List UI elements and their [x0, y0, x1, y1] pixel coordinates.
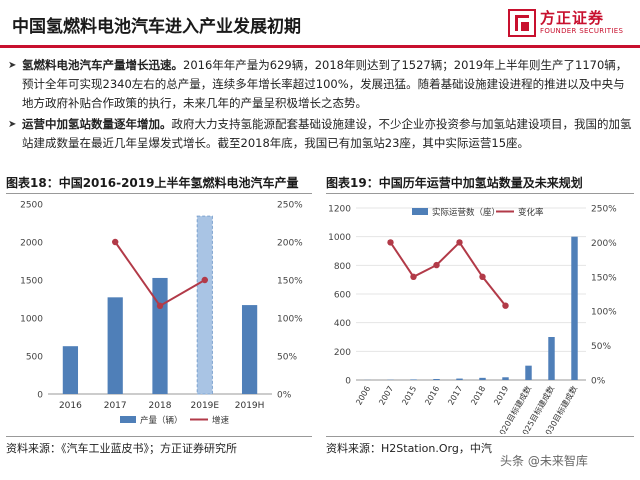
- x-tick-label: 2019H: [235, 401, 265, 411]
- source-18-rule: [6, 436, 312, 437]
- chart-18-label: 图表18：: [6, 176, 59, 190]
- y-tick-label: 1000: [328, 233, 351, 243]
- chart-18-title: 图表18：中国2016-2019上半年氢燃料电池汽车产量: [6, 174, 299, 191]
- line-变化率: [389, 240, 507, 307]
- y-tick-label: 0: [345, 377, 351, 387]
- y-tick-label: 2500: [20, 201, 43, 211]
- bar-2019H: [241, 305, 258, 394]
- founder-logo-icon: [508, 9, 536, 37]
- founder-logo: 方正证券 FOUNDER SECURITIES: [508, 6, 632, 42]
- y-tick-label: 400: [334, 319, 351, 329]
- y2-tick-label: 250%: [591, 205, 617, 215]
- y2-tick-label: 100%: [277, 315, 303, 325]
- y2-tick-label: 200%: [591, 239, 617, 249]
- y2-tick-label: 0%: [277, 391, 292, 401]
- bar-2019E: [196, 215, 213, 395]
- chart-19-title-text: 中国历年运营中加氢站数量及未来规划: [378, 176, 583, 190]
- y-tick-label: 1000: [20, 315, 43, 325]
- legend-swatch-bar: [412, 208, 428, 215]
- y-tick-label: 1500: [20, 277, 43, 287]
- y-tick-label: 2000: [20, 239, 43, 249]
- x-tick-label: 2007: [377, 385, 395, 407]
- page-title: 中国氢燃料电池汽车进入产业发展初期: [12, 17, 301, 37]
- x-tick-label: 2019E: [191, 401, 220, 411]
- chart-19-source: 资料来源：H2Station.Org，中汽: [326, 442, 492, 455]
- bar-2015: [410, 379, 417, 380]
- chart-18-title-rule: [6, 193, 312, 194]
- bullet-arrow-icon: ➤: [8, 60, 17, 71]
- y-tick-label: 800: [334, 262, 351, 272]
- bar-2018: [152, 277, 168, 394]
- header-divider: [0, 45, 640, 48]
- point-2007: [387, 239, 394, 246]
- x-tick-label: 2018: [149, 401, 172, 411]
- source-19-rule: [326, 436, 634, 437]
- point-2018: [156, 302, 164, 310]
- point-2017: [456, 239, 463, 246]
- y-tick-label: 200: [334, 348, 351, 358]
- x-tick-label: 2019: [492, 385, 510, 407]
- y2-tick-label: 250%: [277, 201, 303, 211]
- y-tick-label: 600: [334, 291, 351, 301]
- x-tick-label: 2016: [423, 385, 441, 407]
- bar-2017: [456, 378, 463, 380]
- bar-2025目标建成数: [548, 337, 555, 380]
- header: 中国氢燃料电池汽车进入产业发展初期 方正证券 FOUNDER SECURITIE…: [0, 0, 640, 50]
- logo-english: FOUNDER SECURITIES: [540, 27, 624, 35]
- point-2019: [502, 302, 509, 309]
- point-2015: [410, 273, 417, 280]
- chart-19-hydrogen-stations: 0 200 400 600 800 1000 1200 0% 50% 100% 150% 200% 25…: [328, 205, 617, 435]
- y2-tick-label: 0%: [591, 377, 606, 387]
- y2-tick-label: 50%: [591, 342, 611, 352]
- bar-2020目标建成数: [525, 365, 532, 380]
- y2-tick-label: 150%: [591, 273, 617, 283]
- x-tick-label: 2017: [104, 401, 127, 411]
- chart-19-label: 图表19：: [326, 176, 379, 190]
- bar-2016: [433, 378, 440, 380]
- legend-label: 变化率: [518, 207, 544, 218]
- bullet-lead: 运营中加氢站数量逐年增加。: [22, 117, 172, 131]
- y-tick-label: 500: [26, 353, 43, 363]
- bar-2019: [502, 377, 509, 380]
- bar-2018: [479, 377, 486, 380]
- y-tick-label: 1200: [328, 205, 351, 215]
- point-2018: [479, 273, 486, 280]
- logo-chinese: 方正证券: [540, 9, 605, 27]
- bar-2016: [62, 346, 79, 394]
- point-2017: [112, 238, 119, 246]
- legend-label: 增速: [212, 415, 230, 426]
- y-tick-label: 0: [37, 391, 43, 401]
- bullet-production: ➤ 氢燃料电池汽车产量增长迅速。2016年年产量为629辆，2018年则达到了1…: [4, 56, 632, 113]
- x-tick-label: 2018: [469, 385, 487, 407]
- chart-18-title-text: 中国2016-2019上半年氢燃料电池汽车产量: [58, 176, 299, 190]
- y2-tick-label: 100%: [591, 308, 617, 318]
- watermark: 头条 @未来智库: [500, 452, 588, 469]
- bullet-text: 2016年年产量为629辆，2018年则达到了1527辆；2019年上半年则生产…: [22, 58, 628, 110]
- x-tick-label: 2017: [446, 385, 464, 407]
- point-2016: [433, 261, 440, 269]
- x-tick-label: 2015: [400, 385, 418, 407]
- x-tick-label: 2016: [59, 401, 82, 411]
- y2-tick-label: 200%: [277, 239, 303, 249]
- legend-swatch-bar: [120, 416, 136, 423]
- point-2019E: [201, 276, 208, 284]
- bullet-arrow-icon: ➤: [8, 119, 17, 130]
- x-tick-label: 2006: [354, 385, 372, 407]
- chart-19-title: 图表19：中国历年运营中加氢站数量及未来规划: [326, 174, 583, 191]
- bullet-list: ➤ 氢燃料电池汽车产量增长迅速。2016年年产量为629辆，2018年则达到了1…: [4, 56, 632, 155]
- bullet-text: 政府大力支持氢能源配套基础设施建设，不少企业亦投资参与加氢站建设项目，我国的加氢…: [22, 117, 632, 150]
- chart-18-fcv-production: 0 500 1000 1500 2000 2500 0% 50% 100% 150% 200% 250…: [20, 201, 303, 427]
- bar-2017: [107, 297, 123, 394]
- legend-label: 产量（辆）: [140, 415, 183, 426]
- bullet-lead: 氢燃料电池汽车产量增长迅速。: [22, 58, 183, 72]
- y2-tick-label: 150%: [277, 277, 303, 287]
- bullet-stations: ➤ 运营中加氢站数量逐年增加。政府大力支持氢能源配套基础设施建设，不少企业亦投资…: [4, 115, 632, 153]
- y2-tick-label: 50%: [277, 353, 297, 363]
- bar-2030目标建成数: [571, 236, 578, 380]
- legend-label: 实际运营数（座）: [432, 207, 500, 218]
- chart-18-source: 资料来源：《汽车工业蓝皮书》；方正证券研究所: [6, 442, 237, 455]
- chart-19-title-rule: [326, 193, 634, 194]
